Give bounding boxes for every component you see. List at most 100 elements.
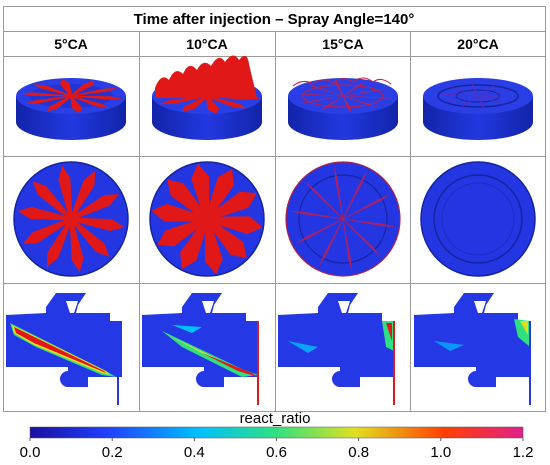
spray-plume <box>70 95 109 109</box>
colorbar: react_ratio 0.0 0.2 0.4 0.6 0.8 1.0 1.2 <box>20 410 534 461</box>
spray-plume <box>342 194 391 220</box>
spray-plume <box>157 217 209 247</box>
spray-plume <box>205 95 246 109</box>
spray-plume <box>449 86 479 97</box>
spray-plume <box>159 95 208 105</box>
spray-plume <box>153 92 208 97</box>
spray-plume <box>69 218 84 273</box>
spray-plume <box>477 95 485 110</box>
spray-plume <box>167 179 209 221</box>
spray-plume <box>342 170 368 220</box>
spray-plume <box>438 94 479 97</box>
spray-plume <box>204 218 223 275</box>
spray-plume <box>32 181 73 221</box>
spray-plume <box>46 218 73 268</box>
spray-plume <box>191 163 210 220</box>
spray-plume <box>342 95 393 99</box>
colorbar-tick-label: 0.6 <box>266 444 287 461</box>
spray-plume <box>289 210 344 220</box>
spray-plume <box>23 217 72 244</box>
perspective-view-10ca <box>152 55 262 140</box>
spray-plume <box>70 194 119 221</box>
perspective-view-15ca <box>288 77 398 140</box>
top-view-10ca <box>149 161 265 277</box>
spray-plume <box>307 84 344 97</box>
spray-plume <box>205 217 247 259</box>
spray-plume <box>182 95 209 112</box>
spray-plume <box>17 207 72 221</box>
spray-plume <box>342 95 352 113</box>
top-view-5ca <box>13 161 129 277</box>
top-view-15ca <box>285 161 401 277</box>
spray-plume <box>342 218 352 273</box>
spray-plume <box>206 95 261 100</box>
spray-plume <box>24 95 72 104</box>
colorbar-tick-label: 0.8 <box>348 444 369 461</box>
spray-plume <box>460 95 479 108</box>
figure-title: Time after injection – Spray Angle=140° <box>134 11 415 28</box>
column-header-10ca: 10°CA <box>186 36 227 52</box>
spray-plume <box>334 165 344 220</box>
spray-plume <box>442 95 479 103</box>
spray-plume <box>342 218 397 228</box>
spray-plume <box>47 95 73 112</box>
cross-section-5ca <box>6 293 122 405</box>
spray-plume <box>477 84 496 97</box>
spray-plume <box>342 95 379 108</box>
spray-plume <box>33 83 72 97</box>
colorbar-tick-label: 1.0 <box>430 444 451 461</box>
cross-section-15ca <box>278 293 395 405</box>
colorbar-ticks: 0.0 0.2 0.4 0.6 0.8 1.0 1.2 <box>20 438 534 461</box>
spray-plume <box>180 217 210 270</box>
spray-plume <box>151 203 208 222</box>
spray-plume <box>168 83 209 97</box>
spray-plume <box>69 170 96 220</box>
spray-plume <box>69 217 110 257</box>
perspective-view-20ca <box>423 78 533 140</box>
spray-plume <box>69 80 95 97</box>
spray-plume <box>58 165 73 220</box>
spray-plume <box>298 95 344 104</box>
spray-plume <box>205 191 257 221</box>
spray-plume <box>194 78 209 97</box>
spray-plume <box>70 95 123 100</box>
spray-plume <box>477 89 514 97</box>
cross-section-20ca <box>414 293 531 405</box>
spray-plume <box>342 218 382 257</box>
colorbar-label: react_ratio <box>240 410 311 427</box>
spray-plume <box>204 168 234 221</box>
spray-plume <box>471 82 479 97</box>
colorbar-tick-label: 0.4 <box>184 444 205 461</box>
spray-plume <box>19 92 72 97</box>
column-headers: 5°CA 10°CA 15°CA 20°CA <box>54 36 499 52</box>
spray-plume <box>206 216 263 235</box>
spray-plume <box>69 95 83 113</box>
colorbar-tick-label: 0.0 <box>20 444 41 461</box>
spray-plume <box>70 217 125 231</box>
column-header-20ca: 20°CA <box>457 36 498 52</box>
spray-plume <box>205 80 232 97</box>
spray-plume <box>477 95 518 98</box>
spray-plume <box>205 95 220 114</box>
spray-plume <box>320 95 344 111</box>
spray-plume <box>477 95 507 106</box>
spray-plume <box>206 87 255 97</box>
colorbar-tick-label: 1.2 <box>513 444 534 461</box>
column-header-5ca: 5°CA <box>54 36 88 52</box>
colorbar-gradient <box>29 426 524 439</box>
spray-plume <box>304 181 344 220</box>
spray-plume <box>59 79 73 97</box>
cross-section-10ca <box>142 293 259 405</box>
spray-plume <box>70 88 118 97</box>
spray-plume <box>334 79 344 97</box>
perspective-view-5ca <box>16 78 126 140</box>
spray-plume <box>342 88 388 97</box>
spray-plume <box>318 218 344 268</box>
spray-plume <box>293 93 344 97</box>
spray-plume <box>295 218 344 244</box>
table-grid <box>3 6 546 412</box>
column-header-15ca: 15°CA <box>322 36 363 52</box>
top-view-20ca <box>420 161 536 277</box>
colorbar-tick-label: 0.2 <box>102 444 123 461</box>
